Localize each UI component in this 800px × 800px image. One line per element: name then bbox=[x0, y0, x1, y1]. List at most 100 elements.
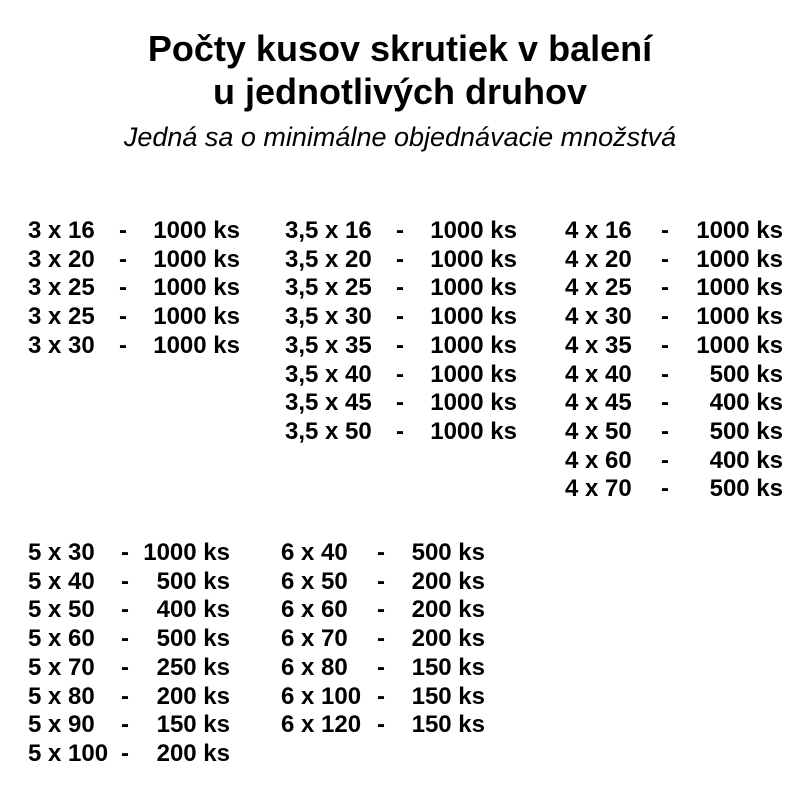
package-quantity: 1000 ks bbox=[430, 274, 517, 302]
package-quantity: 1000 ks bbox=[143, 539, 230, 566]
package-quantity: 1000 ks bbox=[696, 245, 783, 273]
screw-size: 3,5 x 50 bbox=[285, 417, 372, 445]
table-row: 5 x 100-200 ks bbox=[28, 740, 230, 769]
package-quantity: 200 ks bbox=[156, 739, 230, 767]
separator-dash: - bbox=[661, 446, 669, 474]
separator-dash: - bbox=[119, 245, 127, 273]
separator-dash: - bbox=[661, 389, 669, 417]
separator-dash: - bbox=[661, 245, 669, 273]
screw-size: 5 x 50 bbox=[28, 596, 95, 624]
screw-size: 5 x 80 bbox=[28, 682, 95, 710]
separator-dash: - bbox=[119, 274, 127, 302]
table-row: 3,5 x 16-1000 ks bbox=[285, 217, 517, 246]
screw-size: 4 x 50 bbox=[565, 417, 632, 445]
package-quantity: 400 ks bbox=[156, 596, 230, 624]
table-row: 6 x 80 -150 ks bbox=[281, 654, 485, 683]
table-row: 6 x 100-150 ks bbox=[281, 683, 485, 712]
package-quantity: 1000 ks bbox=[153, 331, 240, 359]
screw-size: 3 x 30 bbox=[28, 331, 95, 359]
separator-dash: - bbox=[661, 217, 669, 244]
screw-size: 5 x 30 bbox=[28, 539, 95, 566]
separator-dash: - bbox=[396, 331, 404, 359]
separator-dash: - bbox=[377, 711, 385, 739]
screw-size: 4 x 25 bbox=[565, 274, 632, 302]
package-quantity: 1000 ks bbox=[696, 217, 783, 244]
table-row: 4 x 60 - 400 ks bbox=[565, 447, 783, 476]
table-row: 4 x 25 -1000 ks bbox=[565, 274, 783, 303]
package-quantity: 1000 ks bbox=[153, 274, 240, 302]
package-quantity: 1000 ks bbox=[430, 217, 517, 244]
table-row: 6 x 50 -200 ks bbox=[281, 568, 485, 597]
separator-dash: - bbox=[396, 417, 404, 445]
table-row: 5 x 40-500 ks bbox=[28, 568, 230, 597]
table-row: 3,5 x 25-1000 ks bbox=[285, 274, 517, 303]
package-quantity: 500 ks bbox=[709, 360, 783, 388]
separator-dash: - bbox=[661, 360, 669, 388]
screw-size: 5 x 90 bbox=[28, 711, 95, 739]
screw-size: 4 x 40 bbox=[565, 360, 632, 388]
package-quantity: 1000 ks bbox=[430, 389, 517, 417]
table-row: 6 x 70 -200 ks bbox=[281, 625, 485, 654]
table-row: 6 x 120-150 ks bbox=[281, 711, 485, 740]
screw-size: 6 x 50 bbox=[281, 567, 348, 595]
table-row: 5 x 80-200 ks bbox=[28, 683, 230, 712]
screw-size: 3,5 x 16 bbox=[285, 217, 372, 244]
screw-size: 3 x 25 bbox=[28, 303, 95, 331]
separator-dash: - bbox=[121, 653, 129, 681]
screw-size: 4 x 45 bbox=[565, 389, 632, 417]
screw-size: 4 x 60 bbox=[565, 446, 632, 474]
separator-dash: - bbox=[121, 711, 129, 739]
separator-dash: - bbox=[119, 303, 127, 331]
table-row: 3 x 25-1000 ks bbox=[28, 274, 240, 303]
table-row: 5 x 30-1000 ks bbox=[28, 539, 230, 568]
screw-size: 3,5 x 20 bbox=[285, 245, 372, 273]
screw-size: 5 x 40 bbox=[28, 567, 95, 595]
separator-dash: - bbox=[661, 475, 669, 503]
screw-size: 5 x 60 bbox=[28, 625, 95, 653]
quantity-column-5mm: 5 x 30-1000 ks 5 x 40-500 ks 5 x 50-400 ks… bbox=[28, 539, 230, 769]
separator-dash: - bbox=[119, 331, 127, 359]
screw-size: 4 x 20 bbox=[565, 245, 632, 273]
separator-dash: - bbox=[121, 682, 129, 710]
package-quantity: 200 ks bbox=[156, 682, 230, 710]
separator-dash: - bbox=[396, 245, 404, 273]
package-quantity: 1000 ks bbox=[696, 274, 783, 302]
package-quantity: 500 ks bbox=[709, 417, 783, 445]
table-row: 6 x 60 -200 ks bbox=[281, 596, 485, 625]
separator-dash: - bbox=[377, 567, 385, 595]
screw-size: 4 x 70 bbox=[565, 475, 632, 503]
table-row: 3 x 30-1000 ks bbox=[28, 332, 240, 361]
separator-dash: - bbox=[396, 274, 404, 302]
screw-size: 6 x 40 bbox=[281, 539, 348, 566]
table-row: 5 x 50-400 ks bbox=[28, 596, 230, 625]
table-row: 3 x 16-1000 ks bbox=[28, 217, 240, 246]
screw-size: 5 x 70 bbox=[28, 653, 95, 681]
table-row: 3,5 x 45-1000 ks bbox=[285, 389, 517, 418]
screw-size: 4 x 16 bbox=[565, 217, 632, 244]
package-quantity: 250 ks bbox=[156, 653, 230, 681]
table-row: 4 x 45 - 400 ks bbox=[565, 389, 783, 418]
screw-size: 3,5 x 40 bbox=[285, 360, 372, 388]
package-quantity: 1000 ks bbox=[153, 245, 240, 273]
table-row: 3,5 x 50-1000 ks bbox=[285, 418, 517, 447]
screw-size: 3,5 x 45 bbox=[285, 389, 372, 417]
screw-size: 6 x 70 bbox=[281, 625, 348, 653]
screw-size: 6 x 120 bbox=[281, 711, 362, 739]
separator-dash: - bbox=[396, 360, 404, 388]
table-row: 4 x 50 - 500 ks bbox=[565, 418, 783, 447]
screw-size: 3,5 x 35 bbox=[285, 331, 372, 359]
package-quantity: 200 ks bbox=[411, 625, 485, 653]
package-quantity: 1000 ks bbox=[696, 331, 783, 359]
screw-size: 4 x 30 bbox=[565, 303, 632, 331]
table-row: 4 x 40 - 500 ks bbox=[565, 361, 783, 390]
screw-size: 3 x 20 bbox=[28, 245, 95, 273]
package-quantity: 500 ks bbox=[156, 567, 230, 595]
separator-dash: - bbox=[119, 217, 127, 244]
package-quantity: 1000 ks bbox=[153, 303, 240, 331]
table-row: 5 x 60-500 ks bbox=[28, 625, 230, 654]
table-row: 5 x 70-250 ks bbox=[28, 654, 230, 683]
separator-dash: - bbox=[661, 303, 669, 331]
table-row: 4 x 30 -1000 ks bbox=[565, 303, 783, 332]
screw-size: 6 x 100 bbox=[281, 682, 362, 710]
